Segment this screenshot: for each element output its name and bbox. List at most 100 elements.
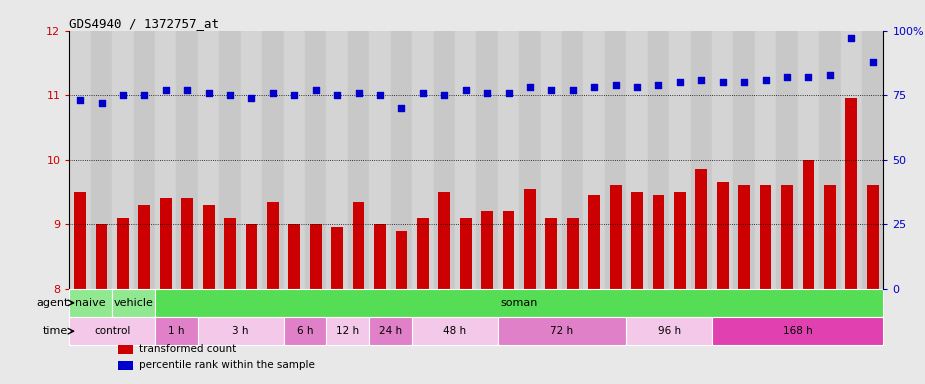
Bar [674,192,685,289]
Bar [755,31,776,289]
Text: control: control [94,326,130,336]
Bar [327,31,348,289]
Bar [862,31,883,289]
Bar [305,31,327,289]
Bar [245,224,257,289]
Point [373,92,388,98]
Bar [648,31,669,289]
Bar [498,31,519,289]
Bar [546,218,557,289]
Point [202,89,216,96]
Bar [476,31,498,289]
Point [801,74,816,80]
Bar [284,317,327,345]
Bar [776,31,797,289]
Point [223,92,238,98]
Text: 48 h: 48 h [443,326,466,336]
Bar [331,227,343,289]
Point [501,89,516,96]
Point [865,59,880,65]
Point [329,92,344,98]
Point [565,87,580,93]
Bar [502,211,514,289]
Text: time: time [43,326,68,336]
Point [715,79,730,85]
Bar [481,211,493,289]
Point [758,77,773,83]
Point [158,87,173,93]
Bar [781,185,793,289]
Bar [69,317,155,345]
Bar [374,224,386,289]
Bar [696,169,708,289]
Point [544,87,559,93]
Text: 3 h: 3 h [232,326,249,336]
Point [265,89,280,96]
Bar [455,31,476,289]
Bar [224,218,236,289]
Bar [95,224,107,289]
Point [523,84,537,91]
Bar [117,218,129,289]
Bar [155,317,198,345]
Point [179,87,194,93]
Bar [626,31,647,289]
Bar [413,31,434,289]
Point [694,77,709,83]
Bar [69,289,112,317]
Bar [198,317,284,345]
Text: agent: agent [36,298,68,308]
Bar [352,202,364,289]
Point [844,35,858,41]
Point [780,74,795,80]
Point [394,105,409,111]
Bar [69,31,91,289]
Point [736,79,751,85]
Point [651,82,666,88]
Bar [712,317,883,345]
Point [137,92,152,98]
Bar [91,31,112,289]
Bar [390,31,413,289]
Bar [841,31,862,289]
Bar [820,31,841,289]
Bar [610,185,622,289]
Bar [155,289,883,317]
Point [480,89,495,96]
Bar [310,224,322,289]
Bar [74,192,86,289]
Bar [240,31,262,289]
Text: naive: naive [76,298,106,308]
Point [94,100,109,106]
Bar [824,185,835,289]
Bar [803,160,814,289]
Bar [369,317,413,345]
Point [287,92,302,98]
Bar [160,199,172,289]
Bar [413,317,498,345]
Point [437,92,451,98]
Bar [584,31,605,289]
Bar [327,317,369,345]
Text: percentile rank within the sample: percentile rank within the sample [139,361,314,371]
Bar [219,31,240,289]
Text: 24 h: 24 h [379,326,402,336]
Bar [567,218,579,289]
Bar [460,218,472,289]
Text: 1 h: 1 h [168,326,185,336]
Bar [198,31,219,289]
Bar [139,205,150,289]
Point [73,97,88,103]
Text: soman: soman [500,298,538,308]
Bar [712,31,734,289]
Bar [267,202,278,289]
Bar [738,185,750,289]
Point [415,89,430,96]
Bar [867,185,879,289]
Text: transformed count: transformed count [139,344,236,354]
Bar [118,345,133,354]
Bar [203,205,215,289]
Bar [284,31,305,289]
Bar [626,317,712,345]
Bar [498,317,626,345]
